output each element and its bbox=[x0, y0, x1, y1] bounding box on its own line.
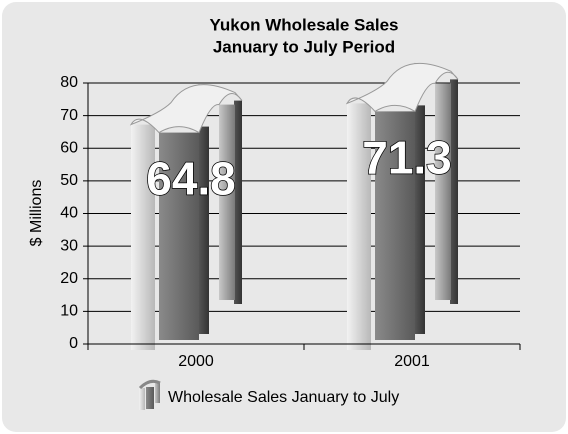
dollar-right-side bbox=[234, 100, 242, 304]
y-tick-label: 40 bbox=[60, 205, 78, 222]
dollar-bar bbox=[129, 83, 243, 350]
y-tick-label: 50 bbox=[60, 172, 78, 189]
dollar-mid-side bbox=[199, 126, 209, 334]
legend: Wholesale Sales January to July bbox=[138, 379, 399, 410]
dollar-mid bbox=[159, 132, 199, 340]
dollar-left bbox=[347, 103, 371, 350]
legend-icon bbox=[138, 379, 161, 410]
dollar-mid bbox=[375, 111, 415, 340]
dollar-left bbox=[131, 124, 155, 350]
dollar-right bbox=[219, 104, 235, 300]
value-label: 71.3 bbox=[362, 132, 452, 184]
dollar-right-side bbox=[450, 79, 458, 304]
legend-label: Wholesale Sales January to July bbox=[168, 389, 399, 406]
y-tick-label: 70 bbox=[60, 107, 78, 124]
y-tick-label: 60 bbox=[60, 139, 78, 156]
y-tick-label: 20 bbox=[60, 270, 78, 287]
x-tick-label: 2000 bbox=[178, 353, 214, 370]
dollar-right bbox=[435, 83, 451, 300]
chart-title: January to July Period bbox=[213, 37, 395, 56]
y-tick-label: 0 bbox=[69, 335, 78, 352]
value-label: 64.8 bbox=[146, 153, 236, 205]
x-tick-label: 2001 bbox=[394, 353, 430, 370]
dollar-bar bbox=[345, 62, 459, 350]
dollar-mid-side bbox=[415, 105, 425, 334]
y-tick-label: 80 bbox=[60, 74, 78, 91]
y-tick-label: 30 bbox=[60, 237, 78, 254]
dollar-top bbox=[129, 84, 243, 134]
chart-title: Yukon Wholesale Sales bbox=[210, 15, 399, 34]
y-tick-label: 10 bbox=[60, 303, 78, 320]
y-axis-label: $ Millions bbox=[28, 180, 45, 247]
dollar-top bbox=[345, 62, 459, 113]
